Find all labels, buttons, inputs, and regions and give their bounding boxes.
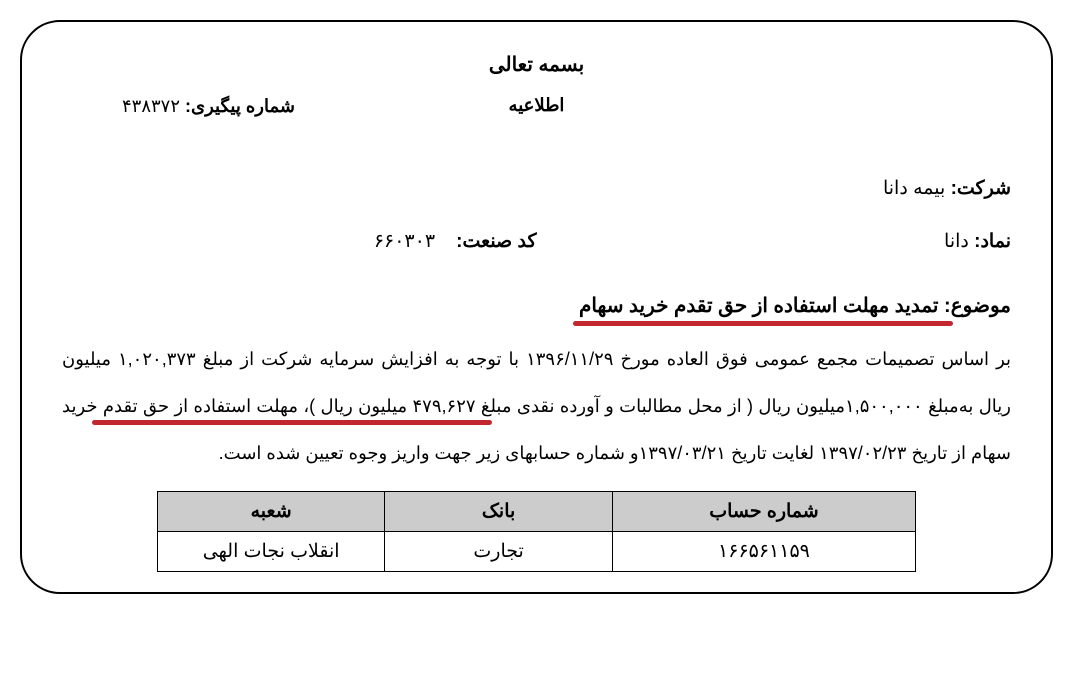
th-account: شماره حساب: [612, 492, 915, 532]
body-text-content: بر اساس تصمیمات مجمع عمومی فوق العاده مو…: [62, 349, 1011, 463]
td-branch: انقلاب نجات الهی: [157, 532, 384, 572]
account-table: شماره حساب بانک شعبه ۱۶۶۵۶۱۱۵۹ تجارت انق…: [157, 491, 916, 572]
industry-col: کد صنعت: ۶۶۰۳۰۳: [62, 230, 537, 253]
body-paragraph: بر اساس تصمیمات مجمع عمومی فوق العاده مو…: [62, 336, 1011, 476]
document-frame: بسمه تعالی اطلاعیه شماره پیگیری: ۴۳۸۳۷۲ …: [20, 20, 1053, 594]
table-header-row: شماره حساب بانک شعبه: [157, 492, 915, 532]
symbol-value: دانا: [944, 231, 969, 252]
date-range-underline: [92, 420, 492, 425]
th-bank: بانک: [385, 492, 612, 532]
tracking-number: ۴۳۸۳۷۲: [122, 96, 180, 116]
td-account: ۱۶۶۵۶۱۱۵۹: [612, 532, 915, 572]
subject-row: موضوع: تمدید مهلت استفاده از حق تقدم خری…: [62, 293, 1011, 318]
symbol-col: نماد: دانا: [537, 230, 1012, 253]
industry-label: کد صنعت:: [456, 231, 536, 252]
subject-underline: [573, 321, 953, 326]
symbol-industry-row: نماد: دانا کد صنعت: ۶۶۰۳۰۳: [62, 230, 1011, 253]
company-label: شرکت:: [951, 178, 1011, 199]
td-bank: تجارت: [385, 532, 612, 572]
subject-value: تمدید مهلت استفاده از حق تقدم خرید سهام: [579, 295, 938, 317]
symbol-label: نماد:: [974, 231, 1011, 252]
basmala-text: بسمه تعالی: [62, 52, 1011, 77]
company-value: بیمه دانا: [883, 178, 945, 199]
subject-label: موضوع:: [944, 295, 1011, 317]
table-row: ۱۶۶۵۶۱۱۵۹ تجارت انقلاب نجات الهی: [157, 532, 915, 572]
company-row: شرکت: بیمه دانا: [62, 177, 1011, 200]
industry-value: ۶۶۰۳۰۳: [374, 231, 435, 252]
th-branch: شعبه: [157, 492, 384, 532]
tracking-label: شماره پیگیری:: [185, 96, 295, 116]
